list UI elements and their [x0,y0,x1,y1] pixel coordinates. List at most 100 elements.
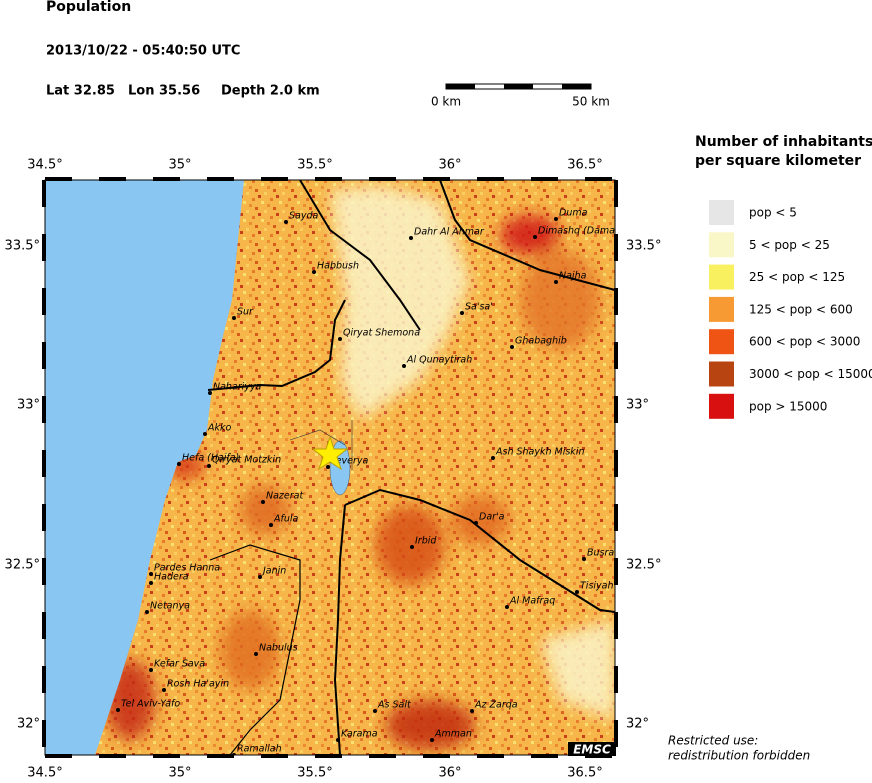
legend-swatch [709,393,734,419]
lat-tick-label: 33° [17,398,40,413]
city-dot [284,220,288,224]
city-label: Akko [207,423,232,434]
city-dot [373,709,377,713]
city-label: Habbush [317,261,359,272]
longitude: Lon 35.56 [128,84,200,99]
city-label: Sayda [289,211,319,222]
city-label: Nazerat [266,491,304,502]
city-label: Karama [341,729,378,740]
city-dot [474,521,478,525]
legend-swatch [709,329,734,355]
legend-swatch [709,296,734,322]
city-dot [116,708,120,712]
city-label: Nabulus [259,643,298,654]
map-area: Sayda Dahr Al Ahmar Duma Dimashq (Dama Habbu… [45,180,615,755]
city-dot [258,575,262,579]
legend-label: 3000 < pop < 15000 [749,367,872,381]
city-dot [554,217,558,221]
city-dot [254,652,258,656]
lat-tick-label: 32° [17,717,40,732]
city-label: Nahariyya [213,382,262,393]
legend-label: 125 < pop < 600 [749,302,853,316]
city-dot [470,709,474,713]
lat-tick-label: 33.5° [626,239,661,254]
legend-subtitle: per square kilometer [695,153,861,169]
legend-swatch [709,361,734,387]
city-dot [338,337,342,341]
note-line: Restricted use: [668,734,758,748]
datetime: 2013/10/22 - 05:40:50 UTC [46,44,240,59]
lon-tick-label: 35.5° [297,158,332,173]
city-dot [261,500,265,504]
city-dot [430,738,434,742]
lon-tick-label: 36.5° [567,766,602,780]
city-label: Dahr Al Ahmar [414,227,485,238]
legend-label: pop > 15000 [749,399,827,413]
legend-label: 25 < pop < 125 [749,270,845,284]
city-dot [203,432,207,436]
lat-tick-label: 33° [626,398,649,413]
city-label: Kefar Sava [154,659,205,670]
scale-bar: 0 km 50 km [431,83,610,109]
legend-label: 600 < pop < 3000 [749,335,860,349]
city-label: As Salt [377,700,412,711]
frame-ticks [42,177,618,758]
city-label: Busra [587,548,614,559]
city-dot [575,590,579,594]
city-label: Netanya [150,601,190,612]
latitude: Lat 32.85 [46,84,115,99]
city-label: Az Zarqa [474,700,518,711]
city-label: Teverya [331,456,368,467]
city-dot [409,236,413,240]
city-dot [554,280,558,284]
legend-title: Number of inhabitants [695,134,872,150]
legend-label: pop < 5 [749,206,797,220]
city-label: Tel Aviv-Yafo [121,699,180,710]
city-dot [208,391,212,395]
lon-tick-label: 35° [168,766,191,780]
epicenter-star [311,435,349,471]
city-dot [145,610,149,614]
city-dot [326,465,330,469]
city-dot [505,605,509,609]
city-label: Najha [559,271,587,282]
legend-swatch [709,264,734,290]
city-label: Tisiyah [580,581,614,592]
city-dot [149,581,153,585]
city-label: Qiryat Shemona [343,328,420,339]
badge-bg [568,742,616,756]
title: Population [46,0,131,15]
city-dot [582,557,586,561]
city-dot [533,235,537,239]
city-label: Qiryat Motzkin [212,455,281,466]
city-dot [402,364,406,368]
city-label: Ash Shaykh Miskin [495,447,584,458]
city-label: Ghabaghib [515,336,567,347]
legend-swatch [709,200,734,225]
city-dot [491,456,495,460]
city-dot [312,270,316,274]
city-label: Sa'sa' [465,302,493,313]
lat-tick-label: 32° [626,717,649,732]
city-label: Dimashq (Dama [538,226,615,237]
legend-swatch [709,232,734,258]
depth: Depth 2.0 km [221,84,320,99]
city-dot [149,572,153,576]
lat-tick-label: 32.5° [5,558,40,573]
lat-tick-label: 32.5° [626,558,661,573]
badge: EMSC [573,743,611,757]
city-label: Al Mafraq [509,596,555,607]
lon-tick-label: 35° [168,158,191,173]
lon-tick-label: 34.5° [27,158,62,173]
city-label: Afula [273,514,299,525]
city-label: Janin [261,566,286,577]
city-dot [269,523,273,527]
city-dot [460,311,464,315]
city-label: Al Qunaytirah [406,355,472,366]
city-label: Hefa (Haifa) [182,453,239,464]
note-line: redistribution forbidden [668,749,810,763]
city-dot [336,738,340,742]
city-label: Irbid [415,536,437,547]
city-label: Sur [237,307,254,318]
city-dot [510,345,514,349]
